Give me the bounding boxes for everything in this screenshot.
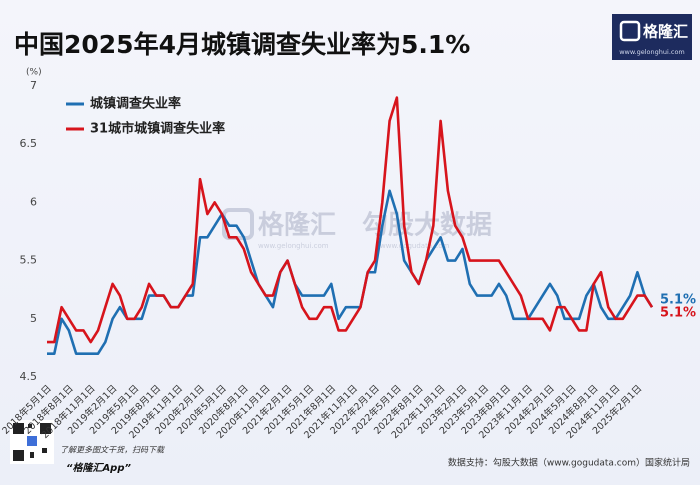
y-tick-label: 4.5: [20, 370, 38, 383]
end-label: 5.1%: [660, 306, 696, 321]
qr-corner: [13, 450, 24, 461]
y-tick-label: 7: [30, 79, 37, 92]
qr-corner: [13, 423, 24, 434]
y-tick-label: 6.5: [20, 137, 38, 150]
y-tick-label: 6: [30, 195, 37, 208]
y-tick-label: 5.5: [20, 254, 38, 267]
watermark-text: www.gelonghui.com: [258, 242, 329, 250]
legend-label: 城镇调查失业率: [90, 96, 181, 112]
watermark-text: 格隆汇: [258, 210, 336, 241]
watermark: 格隆汇 www.gelonghui.com 勾股大数据 www.gogudata…: [222, 208, 492, 250]
qr-dot: [42, 448, 47, 453]
qr-dot: [30, 452, 34, 458]
end-label: 5.1%: [660, 293, 696, 308]
series-line: [47, 96, 654, 344]
source: 数据支持：勾股大数据（www.gogudata.com）国家统计局: [448, 457, 690, 469]
y-tick-label: 5: [30, 312, 37, 325]
logo-icon: [619, 20, 641, 42]
chart-title: 中国2025年4月城镇调查失业率为5.1%: [14, 30, 470, 59]
qr-dot: [28, 424, 32, 428]
legend-label: 31城市城镇调查失业率: [90, 121, 225, 137]
logo-url: www.gelonghui.com: [619, 48, 685, 56]
qr-corner: [40, 423, 51, 434]
qr-logo: [27, 436, 37, 446]
app-name: “格隆汇App”: [66, 462, 131, 474]
logo-name: 格隆汇: [643, 23, 688, 41]
qr-code: [10, 420, 54, 464]
series-line: [47, 189, 654, 356]
watermark-text: www.gogudata.com: [380, 242, 449, 250]
qr-caption: 了解更多图文干货，扫码下载: [60, 446, 165, 455]
y-unit: (%): [26, 68, 42, 78]
logo: 格隆汇 www.gelonghui.com: [612, 14, 692, 60]
